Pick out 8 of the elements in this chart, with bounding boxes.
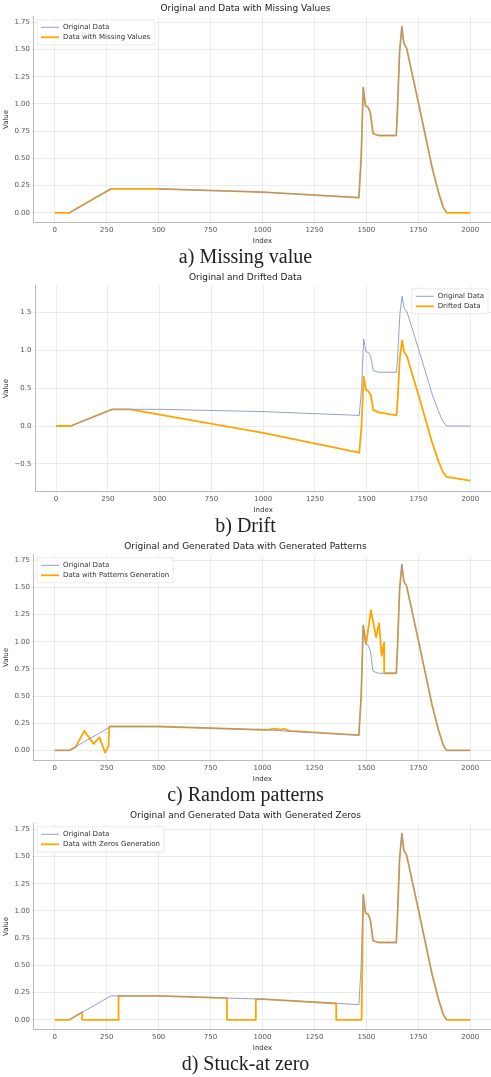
chart-title: Original and Data with Missing Values xyxy=(160,2,331,13)
chart-title: Original and Drifted Data xyxy=(188,271,303,282)
chart-title: Original and Generated Data with Generated Patterns xyxy=(124,540,368,551)
text: c) Random patterns xyxy=(166,783,325,805)
text: a) Missing value xyxy=(177,245,314,267)
text: b) Drift xyxy=(214,514,277,536)
text: d) Stuck-at zero xyxy=(180,1052,311,1074)
chart-title: Original and Generated Data with Generated Zeros xyxy=(130,809,362,820)
